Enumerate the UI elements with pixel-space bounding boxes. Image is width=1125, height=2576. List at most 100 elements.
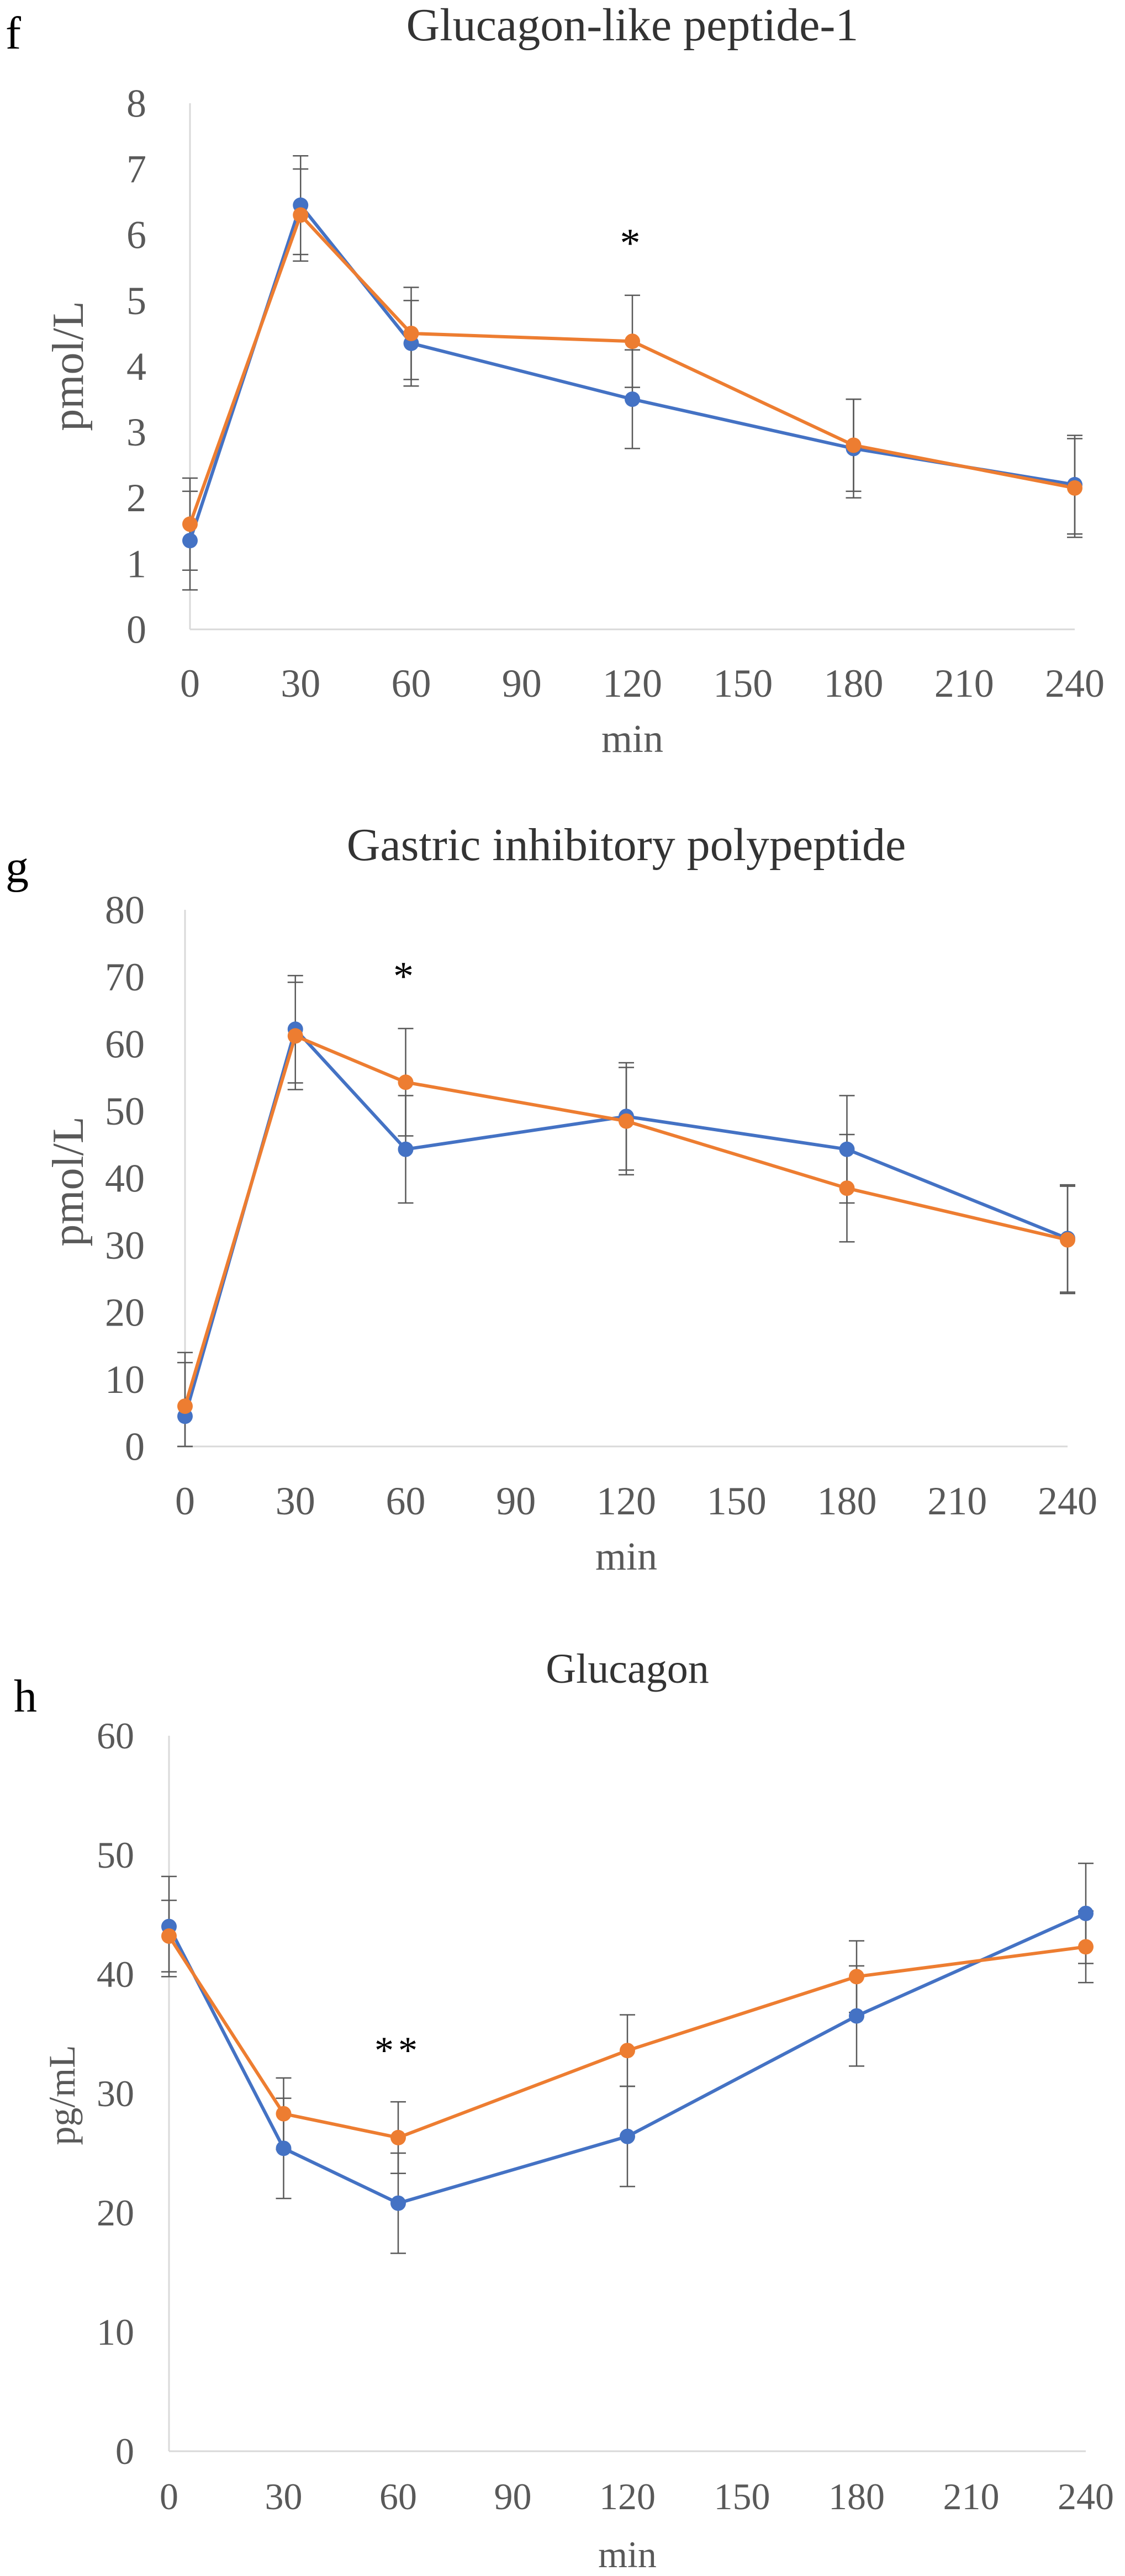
y-tick-label: 0 bbox=[115, 2430, 134, 2472]
y-tick-label: 0 bbox=[125, 1424, 145, 1469]
data-point-orange bbox=[276, 2106, 292, 2122]
series-line-orange bbox=[188, 213, 1075, 525]
x-tick-label: 240 bbox=[1058, 2476, 1114, 2517]
chart-panel-h: h Glucagon 0 10 20 30 40 50 60 0 30 60 90 120 150 180 21… bbox=[14, 1646, 1114, 2575]
x-tick-label: 0 bbox=[180, 661, 200, 706]
data-point-orange bbox=[849, 1969, 864, 1985]
significance-marker: * bbox=[620, 221, 645, 266]
data-point-orange bbox=[398, 1074, 414, 1090]
data-point-orange bbox=[403, 325, 419, 341]
x-tick-label: 150 bbox=[707, 1479, 767, 1523]
data-point-blue bbox=[390, 2195, 406, 2211]
y-axis-label: pmol/L bbox=[44, 301, 93, 431]
data-point-orange bbox=[846, 437, 862, 453]
x-tick-label: 30 bbox=[276, 1479, 315, 1523]
y-tick-label: 40 bbox=[97, 1953, 134, 1995]
chart-panel-g: g Gastric inhibitory polypeptide 0 10 20 30 40… bbox=[6, 819, 1097, 1578]
data-point-blue bbox=[849, 2008, 864, 2024]
panel-letter: g bbox=[6, 841, 29, 893]
y-tick-label: 50 bbox=[105, 1089, 145, 1133]
data-point-orange bbox=[1060, 1232, 1075, 1248]
y-tick-label: 1 bbox=[126, 542, 146, 586]
data-point-blue bbox=[182, 533, 198, 549]
chart-title: Glucagon bbox=[546, 1646, 709, 1692]
y-tick-label: 20 bbox=[97, 2192, 134, 2234]
series-line-blue bbox=[167, 1912, 1087, 2205]
series-line-orange bbox=[167, 1935, 1086, 2139]
x-tick-label: 0 bbox=[175, 1479, 195, 1523]
y-tick-label: 60 bbox=[105, 1022, 145, 1066]
y-axis-label: pmol/L bbox=[44, 1116, 93, 1247]
x-tick-label: 240 bbox=[1045, 661, 1105, 706]
chart-title: Gastric inhibitory polypeptide bbox=[347, 819, 906, 871]
x-tick-label: 120 bbox=[596, 1479, 656, 1523]
x-tick-label: 90 bbox=[502, 661, 542, 706]
x-tick-label: 210 bbox=[927, 1479, 987, 1523]
data-point-orange bbox=[177, 1398, 193, 1414]
y-tick-label: 8 bbox=[126, 81, 146, 125]
y-tick-label: 30 bbox=[105, 1223, 145, 1268]
y-tick-label: 50 bbox=[97, 1834, 134, 1876]
data-point-orange bbox=[1067, 480, 1082, 496]
y-tick-label: 4 bbox=[126, 344, 146, 389]
significance-marker: * bbox=[393, 954, 418, 999]
data-point-blue bbox=[276, 2140, 292, 2156]
x-tick-label: 120 bbox=[603, 661, 662, 706]
data-point-orange bbox=[620, 2043, 635, 2059]
x-tick-label: 210 bbox=[934, 661, 994, 706]
y-tick-label: 2 bbox=[126, 476, 146, 520]
x-tick-label: 180 bbox=[817, 1479, 877, 1523]
x-tick-label: 0 bbox=[160, 2476, 178, 2517]
data-point-blue bbox=[625, 391, 640, 407]
chart-title: Glucagon-like peptide-1 bbox=[406, 0, 859, 51]
x-tick-label: 90 bbox=[496, 1479, 536, 1523]
data-point-blue bbox=[398, 1141, 414, 1157]
y-tick-label: 30 bbox=[97, 2073, 134, 2114]
data-point-orange bbox=[293, 207, 309, 223]
chart-panel-f: f Glucagon-like peptide-1 0 1 2 3 4 5 6 7 8 0 30 60 90… bbox=[6, 0, 1105, 761]
x-axis-label: min bbox=[595, 1534, 657, 1578]
data-point-orange bbox=[625, 333, 640, 349]
panel-letter: f bbox=[6, 8, 21, 59]
data-point-orange bbox=[161, 1928, 177, 1944]
y-tick-label: 0 bbox=[126, 607, 146, 651]
x-tick-label: 30 bbox=[265, 2476, 303, 2517]
y-tick-label: 40 bbox=[105, 1156, 145, 1200]
y-tick-label: 7 bbox=[126, 147, 146, 192]
significance-marker: ** bbox=[374, 2029, 422, 2072]
x-axis-label: min bbox=[601, 717, 663, 761]
x-tick-label: 60 bbox=[392, 661, 431, 706]
data-point-orange bbox=[839, 1180, 855, 1196]
y-tick-label: 20 bbox=[105, 1290, 145, 1334]
data-point-blue bbox=[1078, 1905, 1094, 1921]
x-tick-label: 210 bbox=[943, 2476, 1000, 2517]
y-axis-label: pg/mL bbox=[41, 2045, 83, 2145]
x-tick-label: 60 bbox=[386, 1479, 426, 1523]
y-tick-label: 10 bbox=[105, 1358, 145, 1402]
data-point-orange bbox=[287, 1028, 303, 1044]
x-tick-label: 30 bbox=[281, 661, 320, 706]
series-line-blue bbox=[188, 203, 1075, 542]
x-tick-label: 60 bbox=[379, 2476, 417, 2517]
y-tick-label: 10 bbox=[97, 2311, 134, 2353]
x-tick-label: 180 bbox=[828, 2476, 885, 2517]
series-line-orange bbox=[183, 1034, 1068, 1407]
panel-letter: h bbox=[14, 1671, 37, 1722]
y-tick-label: 3 bbox=[126, 410, 146, 454]
x-tick-label: 240 bbox=[1038, 1479, 1097, 1523]
data-point-orange bbox=[619, 1113, 634, 1129]
x-tick-label: 150 bbox=[713, 661, 773, 706]
y-tick-label: 6 bbox=[126, 213, 146, 257]
data-point-orange bbox=[390, 2129, 406, 2145]
y-tick-label: 60 bbox=[97, 1715, 134, 1757]
y-tick-label: 5 bbox=[126, 279, 146, 323]
y-tick-label: 80 bbox=[105, 888, 145, 932]
y-tick-label: 70 bbox=[105, 955, 145, 999]
data-point-orange bbox=[1078, 1939, 1094, 1955]
data-point-orange bbox=[182, 516, 198, 532]
x-tick-label: 90 bbox=[494, 2476, 532, 2517]
data-point-blue bbox=[839, 1141, 855, 1157]
x-axis-label: min bbox=[598, 2533, 657, 2575]
data-point-blue bbox=[620, 2128, 635, 2144]
